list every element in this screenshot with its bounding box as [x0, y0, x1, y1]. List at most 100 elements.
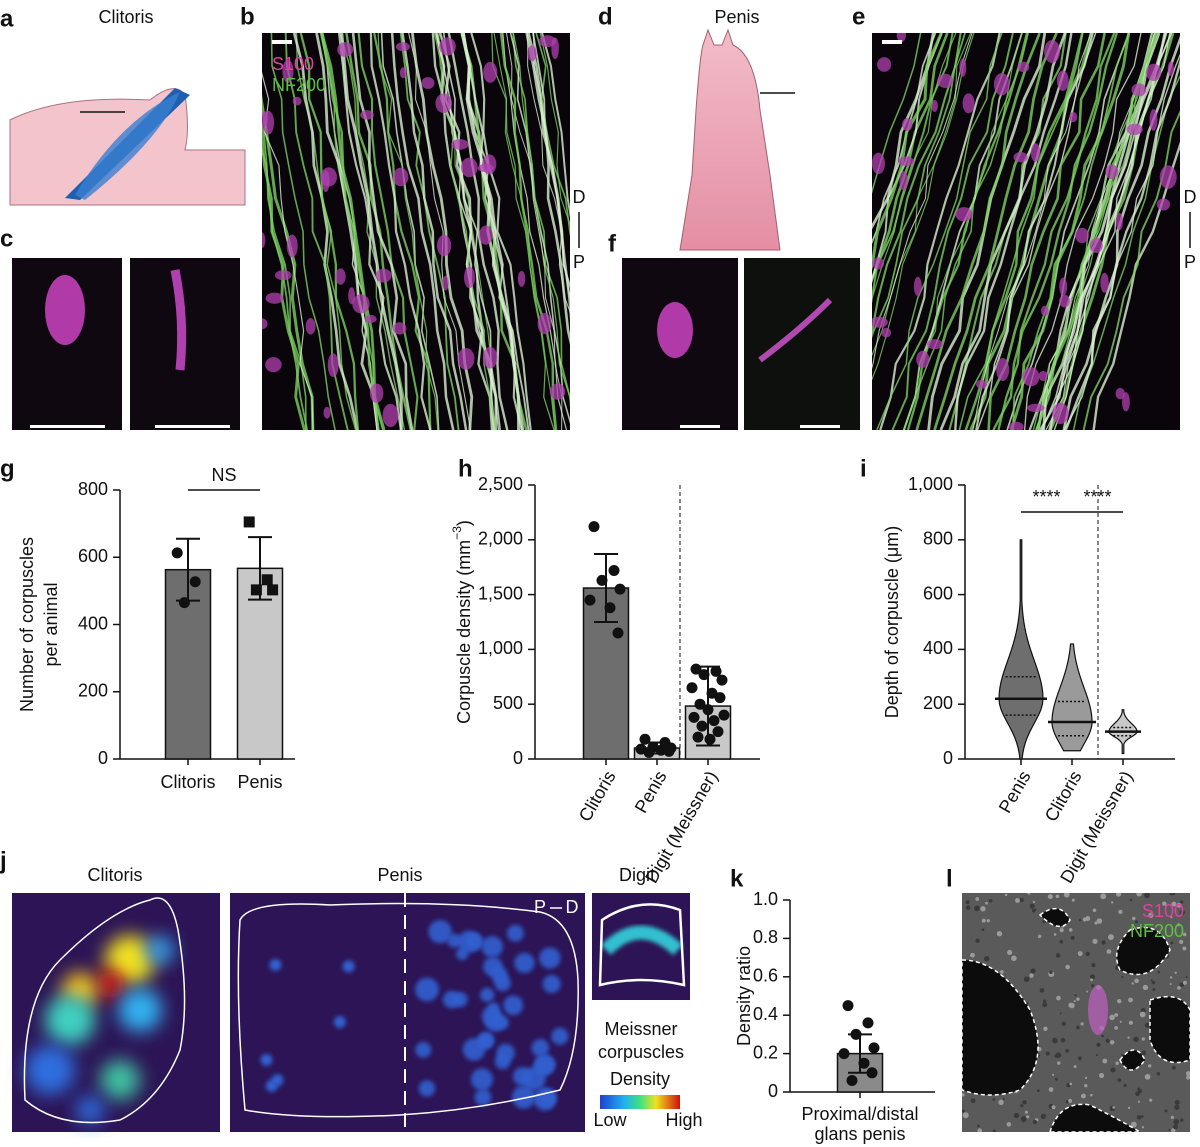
- speckle: [1073, 1000, 1076, 1003]
- density-blob: [447, 933, 462, 948]
- speckle: [1020, 1116, 1027, 1123]
- corpuscle: [537, 312, 552, 335]
- speckle: [1106, 949, 1112, 954]
- corpuscle: [482, 154, 497, 175]
- y-tick-label: 0.2: [753, 1042, 778, 1062]
- corpuscle: [1159, 165, 1177, 189]
- corpuscle: [292, 96, 302, 106]
- density-blob: [478, 1032, 495, 1049]
- axis-label: D: [1184, 187, 1197, 207]
- speckle: [1054, 1054, 1058, 1058]
- data-point: [858, 1057, 870, 1069]
- corpuscle: [457, 347, 475, 370]
- panel-letter: b: [240, 3, 255, 30]
- speckle: [1006, 1122, 1012, 1127]
- speckle: [1182, 932, 1187, 937]
- fiber: [512, 33, 570, 408]
- speckle: [1069, 1082, 1073, 1086]
- corpuscle: [1105, 164, 1119, 179]
- fiber: [872, 33, 962, 335]
- fiber: [872, 33, 957, 303]
- density-blob: [480, 987, 495, 1003]
- corpuscle: [1126, 123, 1143, 135]
- density-blob: [470, 1068, 494, 1091]
- corpuscle: [364, 314, 377, 324]
- fiber: [491, 33, 555, 430]
- fiber: [1063, 53, 1180, 430]
- speckle: [1090, 978, 1094, 982]
- speckle: [1148, 912, 1154, 918]
- speckle: [1164, 1109, 1168, 1113]
- speckle: [1055, 953, 1061, 958]
- corpuscle: [265, 357, 282, 373]
- fiber: [535, 33, 570, 237]
- density-blob: [442, 990, 461, 1009]
- x-tick-label: Penis: [631, 767, 671, 816]
- corpuscle: [1156, 198, 1171, 211]
- density-blob: [551, 1027, 569, 1045]
- speckle: [1136, 893, 1143, 897]
- fiber: [369, 33, 432, 430]
- corpuscle: [392, 322, 407, 335]
- data-point: [261, 574, 273, 586]
- speckle: [984, 956, 990, 962]
- speckle: [1076, 1025, 1080, 1030]
- speckle: [1107, 934, 1114, 940]
- speckle: [1179, 1118, 1184, 1122]
- speckle: [1110, 901, 1114, 904]
- density-blob: [539, 947, 561, 969]
- data-point: [604, 602, 616, 614]
- fiber: [262, 127, 306, 430]
- speckle: [1169, 982, 1172, 986]
- speckle: [1042, 919, 1046, 924]
- speckle: [1142, 984, 1149, 991]
- data-point: [584, 594, 596, 606]
- fiber: [339, 33, 406, 430]
- corpuscle: [993, 72, 1010, 96]
- density-blob: [531, 1038, 550, 1057]
- fiber: [262, 71, 314, 430]
- y-axis-label-part: ): [454, 520, 474, 526]
- corpuscle: [551, 37, 559, 60]
- speckle: [1174, 971, 1177, 974]
- corpuscle: [1038, 370, 1048, 382]
- density-blob: [342, 960, 355, 973]
- corpuscle: [286, 234, 298, 258]
- data-point: [663, 745, 675, 757]
- speckle: [1039, 988, 1045, 993]
- corpuscle: [872, 316, 888, 328]
- fiber: [499, 33, 558, 430]
- speckle: [975, 938, 980, 943]
- y-tick-label: 0: [943, 748, 953, 768]
- speckle: [1119, 1020, 1122, 1023]
- fiber: [401, 33, 468, 430]
- speckle: [1085, 951, 1090, 957]
- legend-label: Low: [593, 1110, 627, 1130]
- speckle: [1094, 921, 1098, 925]
- corpuscle: [962, 93, 975, 114]
- speckle: [962, 1109, 965, 1113]
- speckle: [1173, 1124, 1178, 1130]
- speckle: [1080, 1022, 1084, 1026]
- density-blob: [118, 988, 162, 1032]
- fiber: [373, 33, 432, 430]
- y-tick-label: 800: [78, 479, 108, 499]
- fiber: [315, 33, 380, 430]
- speckle: [1086, 990, 1089, 993]
- fiber: [390, 33, 455, 430]
- corpuscle: [872, 257, 885, 270]
- data-point: [714, 692, 726, 704]
- speckle: [980, 906, 986, 912]
- fiber: [532, 33, 570, 300]
- speckle: [1065, 1048, 1069, 1053]
- speckle: [1054, 1077, 1058, 1081]
- speckle: [1144, 1074, 1151, 1080]
- corpuscle: [1030, 143, 1041, 162]
- fiber: [399, 33, 460, 430]
- micrograph-f2: [744, 258, 860, 430]
- y-tick-label: 0: [513, 748, 523, 768]
- speckle: [1043, 1026, 1048, 1031]
- data-point: [171, 547, 183, 559]
- speckle: [1059, 928, 1064, 933]
- speckle: [1130, 1121, 1137, 1128]
